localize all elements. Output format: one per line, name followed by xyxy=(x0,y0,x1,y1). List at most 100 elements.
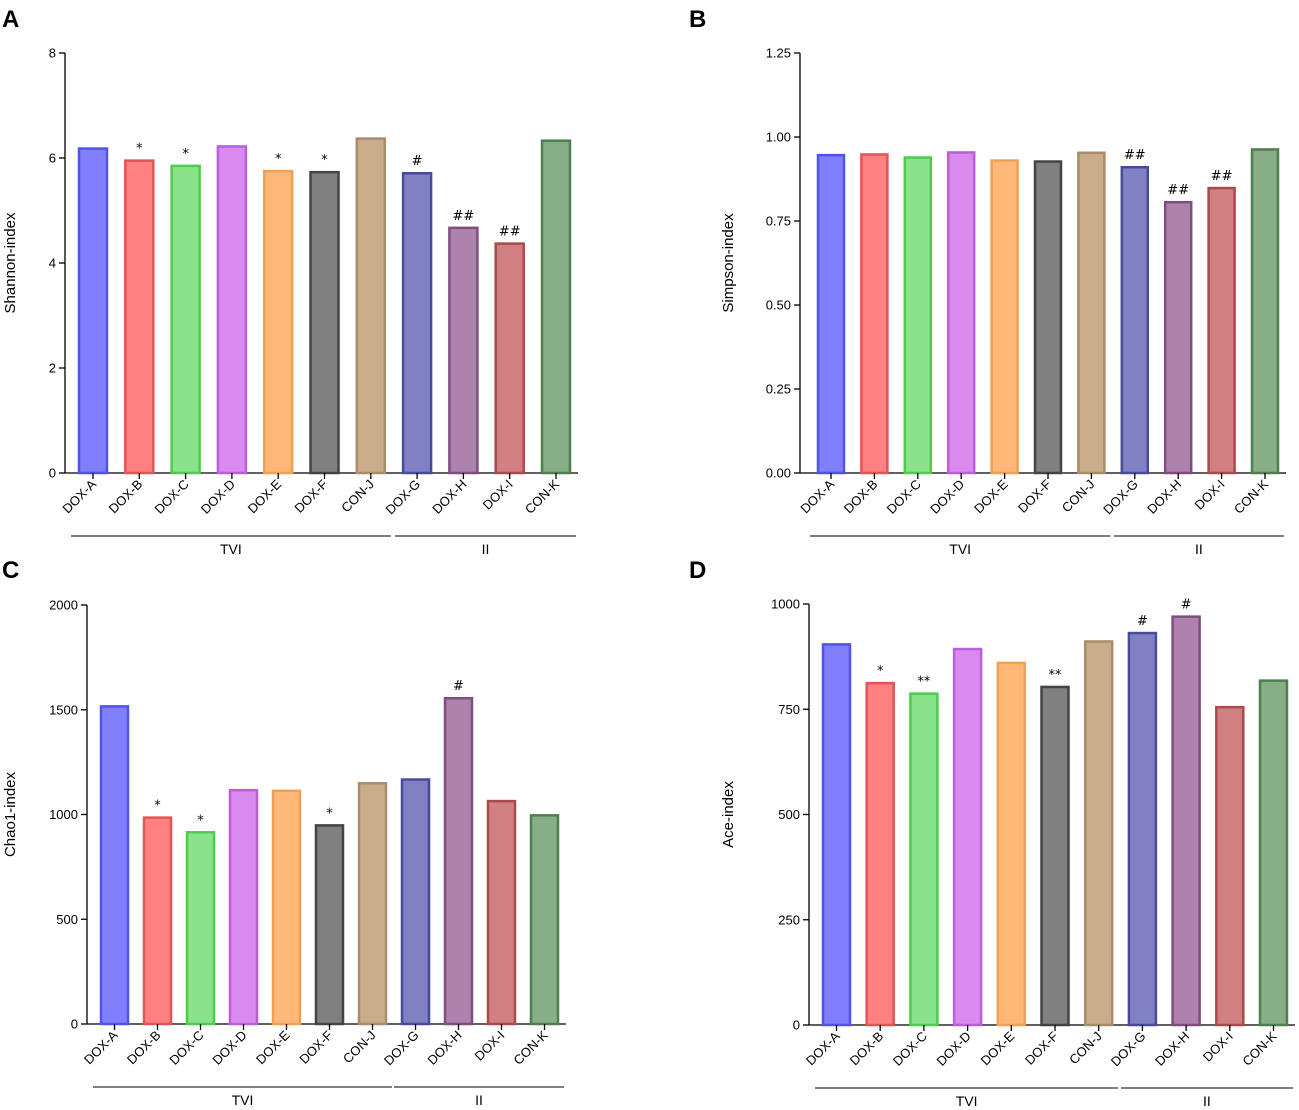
bar xyxy=(1163,200,1193,475)
significance-marker: ## xyxy=(499,225,521,240)
bar xyxy=(1207,186,1236,475)
bar xyxy=(821,643,852,1027)
y-tick-label: 0.50 xyxy=(766,298,791,313)
panel-label-c: C xyxy=(2,557,20,584)
group-label: II xyxy=(482,541,490,555)
x-tick-label: DOX-G xyxy=(1100,477,1141,518)
significance-marker: # xyxy=(412,154,423,169)
group-label: II xyxy=(475,1092,483,1108)
bar xyxy=(443,696,474,1026)
x-tick-label: DOX-H xyxy=(1152,1029,1192,1069)
x-tick-label: DOX-D xyxy=(209,1028,249,1068)
x-tick-label: DOX-A xyxy=(803,1028,843,1068)
bar xyxy=(529,814,560,1026)
bar xyxy=(357,782,388,1026)
significance-marker: * xyxy=(321,153,328,168)
y-tick-label: 500 xyxy=(778,807,800,822)
chart-c: 0 500 1000 1500 2000 Chao1-index DOX-A DOX-B * DO… xyxy=(2,598,566,1108)
y-axis-label: Chao1-index xyxy=(2,771,19,857)
bar xyxy=(99,705,130,1026)
y-tick-label: 500 xyxy=(56,912,78,927)
significance-marker: * xyxy=(154,799,161,814)
y-tick-label: 0 xyxy=(49,466,56,481)
x-tick-label: DOX-H xyxy=(1144,477,1184,517)
bar xyxy=(494,242,525,475)
significance-marker: ** xyxy=(917,675,931,690)
x-tick-label: CON-J xyxy=(338,477,377,516)
significance-marker: * xyxy=(136,142,143,157)
bar xyxy=(816,153,846,475)
x-tick-label: DOX-B xyxy=(124,1028,164,1068)
bar xyxy=(185,831,216,1026)
bar xyxy=(216,145,248,475)
x-tick-label: DOX-I xyxy=(480,477,516,513)
x-tick-label: DOX-E xyxy=(245,476,285,516)
significance-marker: ## xyxy=(1167,183,1189,198)
y-tick-label: 1000 xyxy=(49,807,78,822)
bar xyxy=(314,824,345,1026)
chart-b: 0.00 0.25 0.50 0.75 1.00 1.25 Simpson-index DOX… xyxy=(720,46,1286,555)
x-tick-label: DOX-F xyxy=(1015,476,1054,515)
y-axis-label: Shannon-index xyxy=(2,212,19,313)
bar xyxy=(271,789,302,1026)
significance-marker: * xyxy=(877,664,884,679)
significance-marker: ** xyxy=(1049,668,1063,683)
bar xyxy=(401,171,433,475)
chart-a: 0 2 4 6 8 Shannon-index DOX-A DOX-B * DOX-C * DOX-D… xyxy=(2,46,578,555)
y-axis-label: Ace-index xyxy=(720,781,737,848)
bar xyxy=(1258,679,1289,1027)
bar xyxy=(865,681,895,1027)
y-tick-label: 0.25 xyxy=(766,382,791,397)
x-tick-label: CON-J xyxy=(1066,1029,1105,1068)
x-tick-label: DOX-C xyxy=(884,477,924,517)
bar xyxy=(309,170,340,475)
x-tick-label: DOX-I xyxy=(1200,1029,1236,1065)
x-tick-label: DOX-C xyxy=(890,1029,930,1069)
bar xyxy=(1040,685,1070,1027)
x-tick-label: DOX-A xyxy=(59,476,99,516)
bar xyxy=(1250,148,1280,475)
significance-marker: # xyxy=(1181,598,1192,613)
bar xyxy=(142,816,173,1026)
y-tick-label: 4 xyxy=(49,256,56,271)
x-tick-label: DOX-F xyxy=(296,1027,335,1066)
panel-c: 0 500 1000 1500 2000 Chao1-index DOX-A DOX-B * DO… xyxy=(0,555,650,1110)
x-tick-label: DOX-C xyxy=(151,477,191,517)
x-tick-label: CON-K xyxy=(522,476,562,516)
bar xyxy=(448,226,479,475)
bar xyxy=(1127,631,1158,1027)
group-label: II xyxy=(1195,541,1203,555)
x-tick-label: DOX-F xyxy=(291,476,330,515)
x-tick-label: DOX-H xyxy=(429,477,469,517)
bar xyxy=(77,147,109,475)
y-tick-label: 6 xyxy=(49,151,56,166)
x-tick-label: DOX-D xyxy=(198,477,238,517)
y-tick-label: 750 xyxy=(778,702,800,717)
significance-marker: * xyxy=(182,147,189,162)
panel-a: 0 2 4 6 8 Shannon-index DOX-A DOX-B * DOX-C * DOX-D… xyxy=(0,0,650,555)
x-tick-label: DOX-G xyxy=(381,1028,422,1069)
x-tick-label: DOX-F xyxy=(1022,1028,1061,1067)
bar xyxy=(946,151,976,475)
bar xyxy=(1215,705,1245,1027)
significance-marker: ## xyxy=(453,209,475,224)
significance-marker: * xyxy=(326,806,333,821)
bar xyxy=(952,647,983,1027)
panel-d: 0 250 500 750 1000 Ace-index DOX-A DOX-B * DOX-C *… xyxy=(649,555,1299,1110)
x-tick-label: DOX-H xyxy=(424,1028,464,1068)
x-tick-label: DOX-C xyxy=(166,1028,206,1068)
bar xyxy=(540,139,572,475)
chart-d: 0 250 500 750 1000 Ace-index DOX-A DOX-B * DOX-C *… xyxy=(720,597,1295,1109)
bar xyxy=(1120,165,1150,475)
y-tick-label: 2000 xyxy=(49,598,78,613)
x-tick-label: DOX-A xyxy=(797,476,837,516)
bar xyxy=(1083,640,1114,1027)
x-tick-label: CON-J xyxy=(340,1028,379,1067)
bar xyxy=(124,159,155,475)
y-tick-label: 0.00 xyxy=(766,466,791,481)
x-tick-label: DOX-G xyxy=(1108,1029,1149,1070)
x-tick-label: DOX-I xyxy=(471,1028,507,1064)
y-tick-label: 1000 xyxy=(771,597,800,612)
bar xyxy=(996,661,1027,1027)
bar xyxy=(486,799,517,1026)
